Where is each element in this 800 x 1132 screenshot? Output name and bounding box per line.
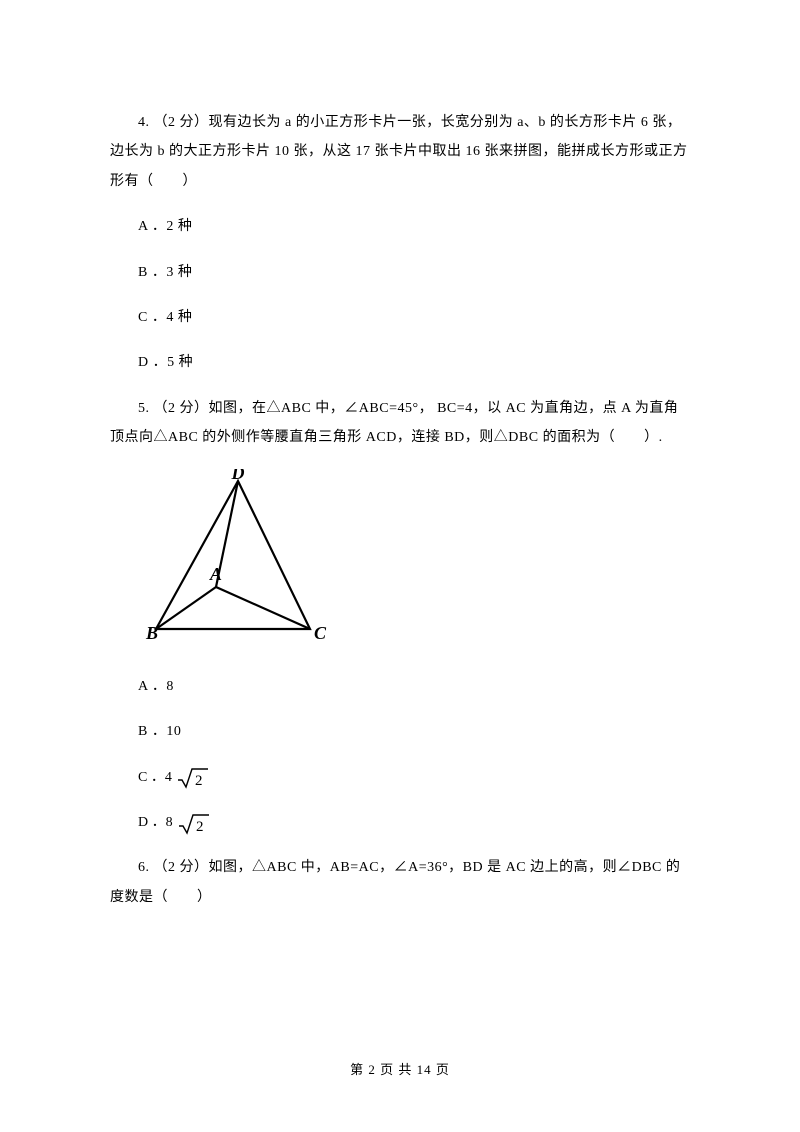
- svg-text:2: 2: [196, 819, 204, 835]
- q4-text: 4. （2 分）现有边长为 a 的小正方形卡片一张，长宽分别为 a、b 的长方形…: [110, 108, 690, 196]
- q5-option-c: C ．4 2: [110, 763, 690, 792]
- q5-option-a: A ．8: [110, 672, 690, 701]
- page-footer: 第 2 页 共 14 页: [0, 1059, 800, 1078]
- q4-option-b: B ．3 种: [110, 258, 690, 287]
- q4-option-c: C ．4 种: [110, 303, 690, 332]
- q5-option-d-prefix: D ．8: [138, 808, 173, 837]
- q5-figure: D A B C: [138, 469, 690, 660]
- sqrt-icon: 2: [177, 812, 211, 834]
- q4-option-d: D ．5 种: [110, 348, 690, 377]
- q5-option-b: B ．10: [110, 717, 690, 746]
- sqrt-icon: 2: [176, 766, 210, 788]
- q5-option-c-prefix: C ．4: [138, 763, 172, 792]
- q5-option-d: D ．8 2: [110, 808, 690, 837]
- label-b: B: [145, 623, 158, 643]
- label-c: C: [314, 623, 327, 643]
- svg-text:2: 2: [195, 773, 203, 789]
- label-d: D: [231, 469, 245, 483]
- q4-option-a: A ．2 种: [110, 212, 690, 241]
- q5-text: 5. （2 分）如图，在△ABC 中，∠ABC=45°， BC=4，以 AC 为…: [110, 394, 690, 453]
- label-a: A: [209, 564, 222, 584]
- q6-text: 6. （2 分）如图，△ABC 中，AB=AC，∠A=36°，BD 是 AC 边…: [110, 853, 690, 912]
